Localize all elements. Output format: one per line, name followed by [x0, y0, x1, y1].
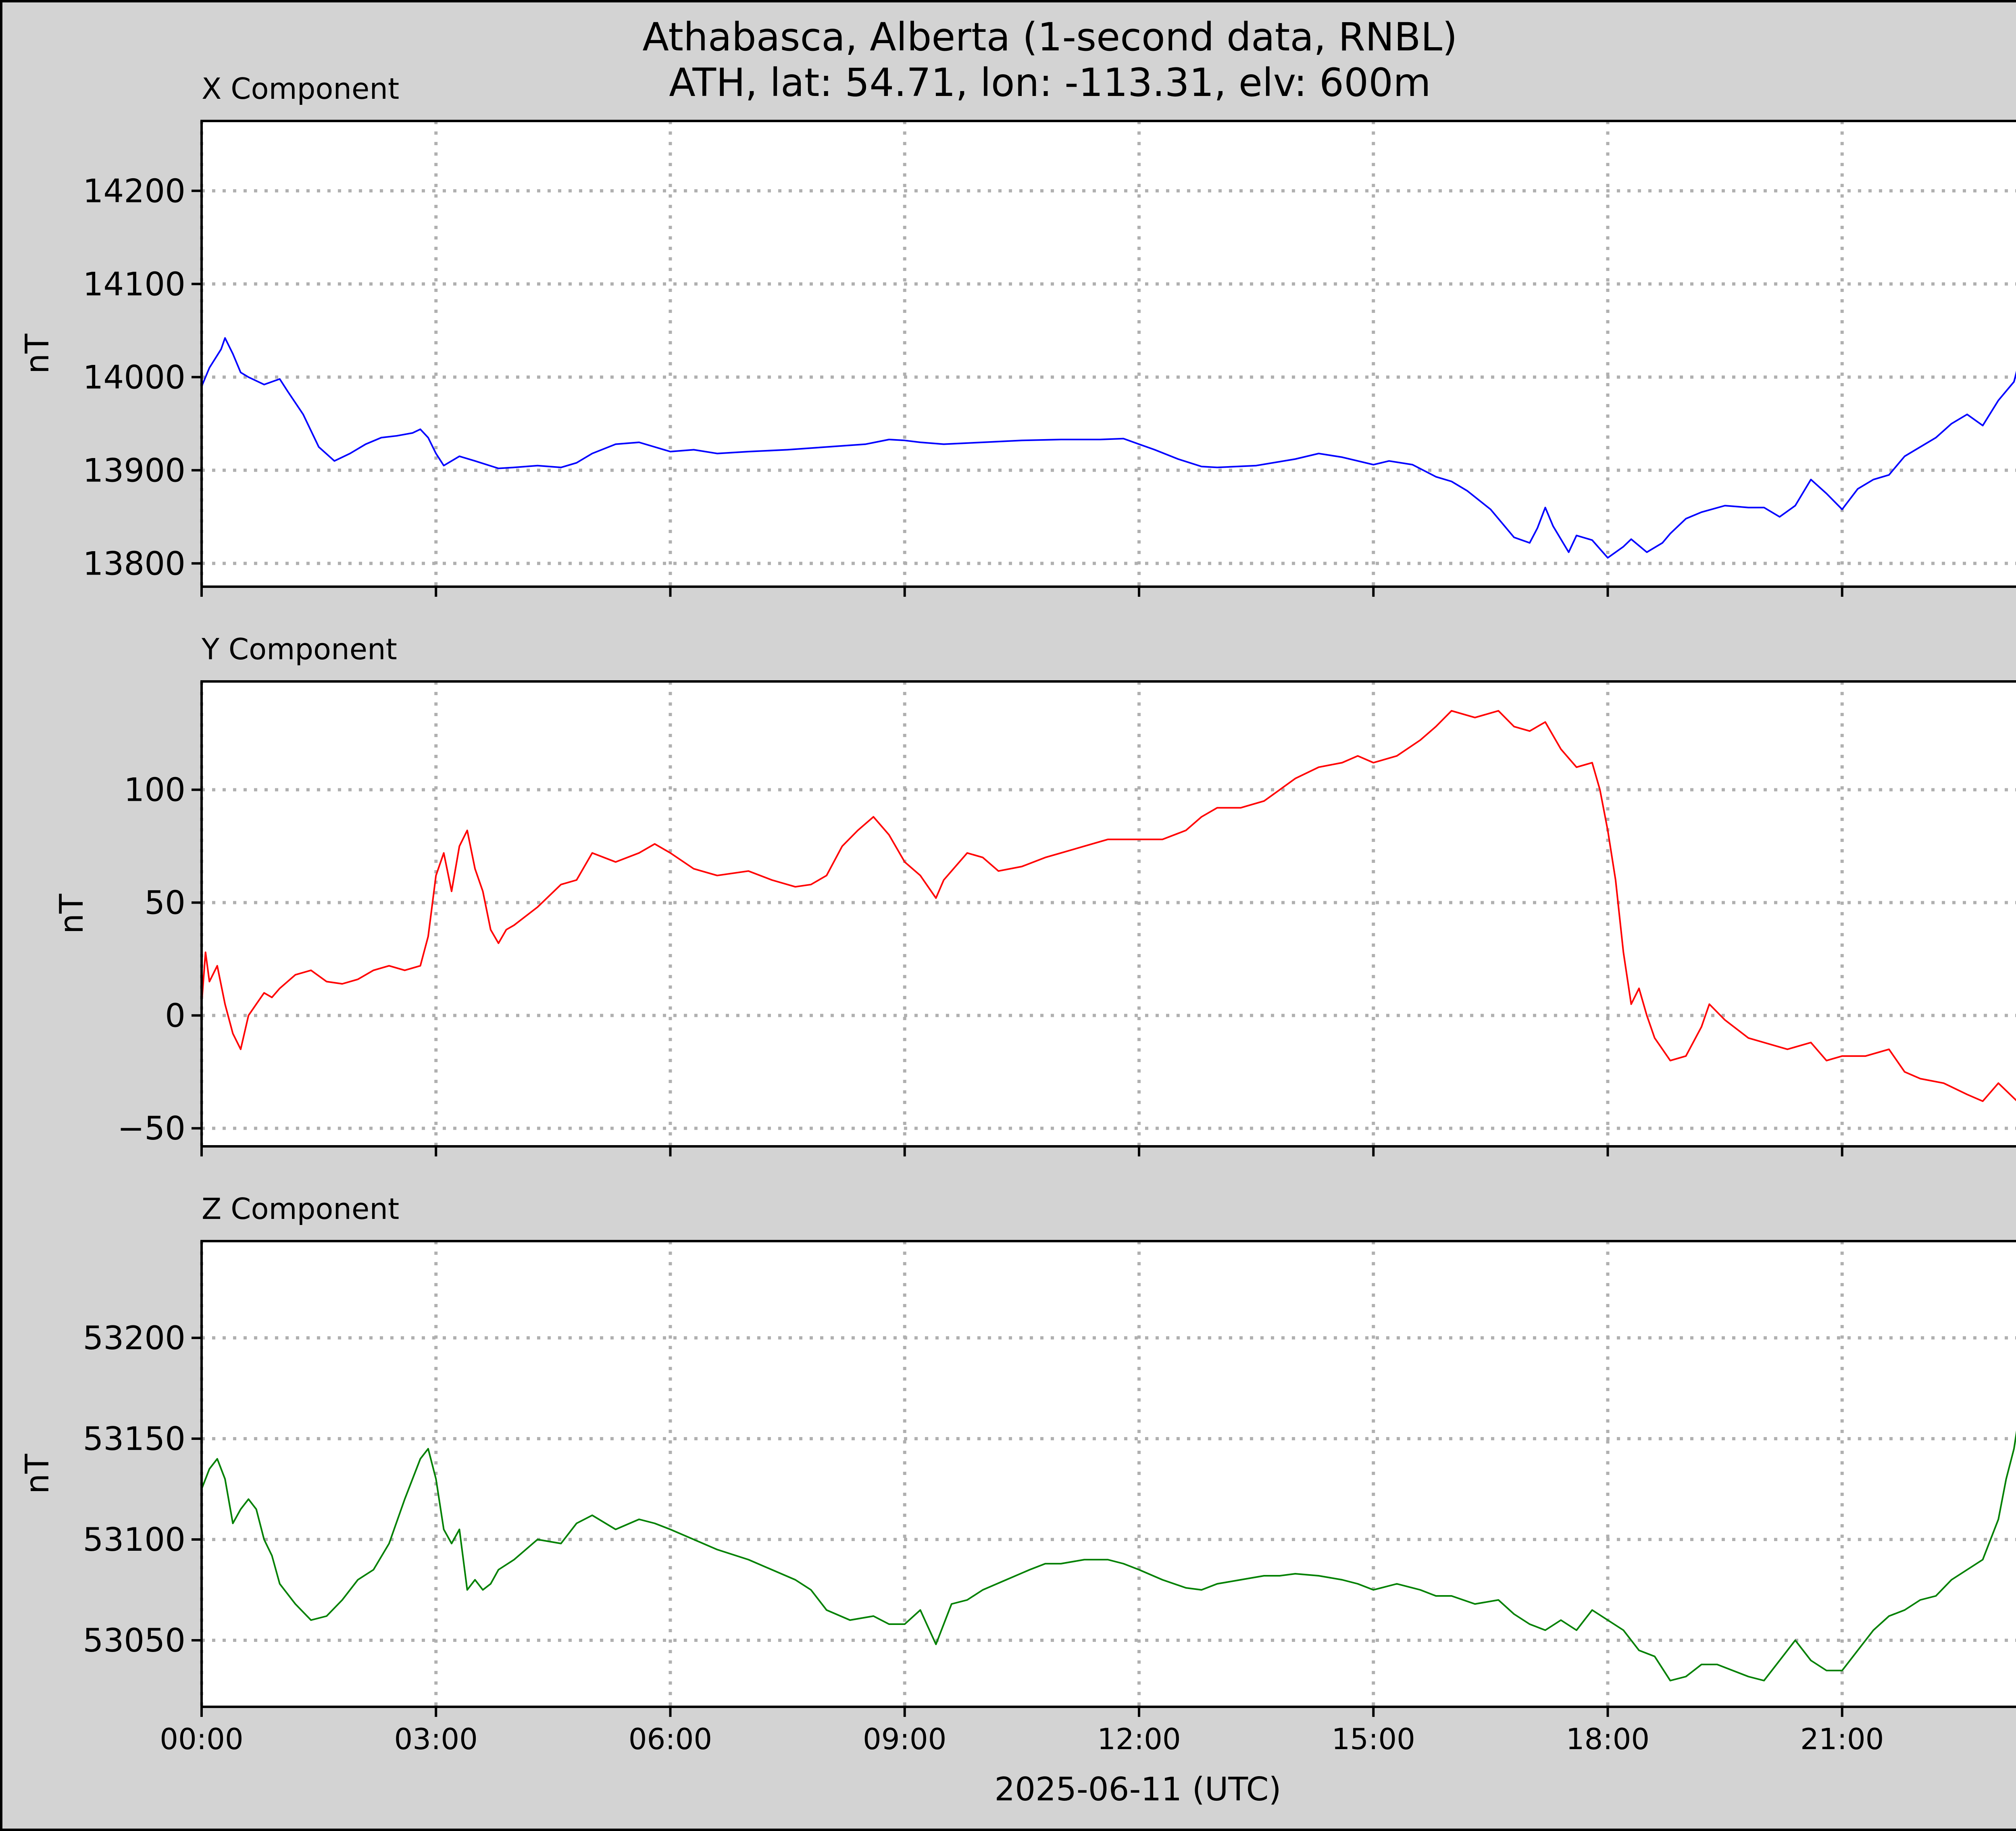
x-tick-label: 06:00: [629, 1722, 712, 1756]
y-y-tick-label: −50: [117, 1110, 185, 1147]
x-tick-label: 00:00: [160, 1722, 244, 1756]
x-y-tick-label: 13900: [83, 452, 186, 489]
z-y-axis-label: nT: [19, 1454, 56, 1494]
y-y-tick-label: 100: [124, 771, 185, 809]
y-panel-title: Y Component: [201, 632, 397, 666]
x-tick-label: 09:00: [863, 1722, 947, 1756]
y-plot-area: [202, 681, 2016, 1146]
x-tick-label: 12:00: [1097, 1722, 1181, 1756]
x-plot-frame: [200, 120, 2016, 588]
x-tick-label: 15:00: [1332, 1722, 1416, 1756]
plots-group: 13800 13900 14000 14100 14200 X Component nT −5…: [19, 72, 2016, 1756]
x-y-axis-label: nT: [19, 333, 56, 374]
z-component-line: [201, 1430, 2016, 1681]
x-component-line: [201, 337, 2016, 559]
x-tick-label: 21:00: [1800, 1722, 1884, 1756]
x-tick-label: 03:00: [394, 1722, 478, 1756]
z-y-tick-label: 53050: [83, 1622, 186, 1659]
x-y-tick-label: 14000: [83, 358, 186, 396]
y-y-tick-label: 50: [144, 884, 185, 922]
z-y-tick-label: 53150: [83, 1420, 186, 1458]
z-y-tick-label: 53100: [83, 1521, 186, 1558]
x-y-tick-label: 14200: [83, 172, 186, 210]
x-y-tick-label: 13800: [83, 545, 186, 582]
z-panel-title: Z Component: [202, 1192, 399, 1226]
x-tick-label: 18:00: [1566, 1722, 1650, 1756]
y-component-line: [201, 710, 2016, 1102]
figure-title-line2: ATH, lat: 54.71, lon: -113.31, elv: 600m: [669, 60, 1431, 105]
x-panel-title: X Component: [202, 72, 399, 106]
z-plot-area: [202, 1241, 2016, 1707]
y-y-tick-label: 0: [165, 997, 185, 1034]
z-plot-frame: [200, 1240, 2016, 1708]
z-y-tick-label: 53200: [83, 1319, 186, 1357]
y-y-axis-label: nT: [53, 894, 90, 934]
figure-title-line1: Athabasca, Alberta (1-second data, RNBL): [642, 15, 1457, 60]
x-y-tick-label: 14100: [83, 265, 186, 303]
y-plot-frame: [200, 680, 2016, 1148]
x-axis-label: 2025-06-11 (UTC): [994, 1771, 1281, 1808]
